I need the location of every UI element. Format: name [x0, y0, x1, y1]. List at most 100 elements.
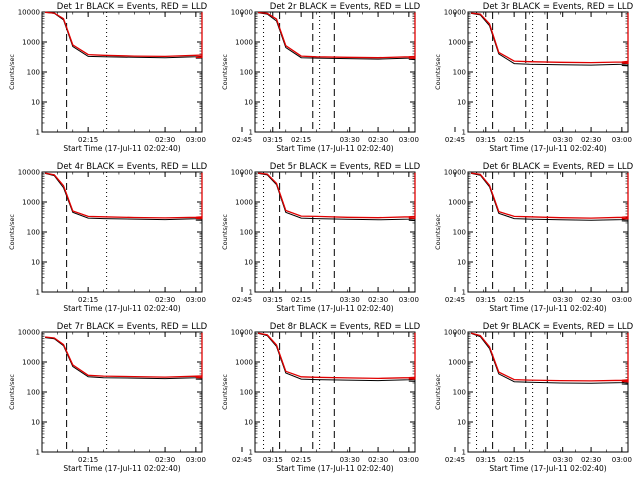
y-tick-label: 100: [453, 229, 466, 237]
x-tick-label: 03:15: [263, 456, 283, 464]
x-tick-label: 03:00: [186, 296, 206, 304]
y-tick-label: 10: [31, 259, 40, 267]
x-tick-label: 02:15: [504, 136, 524, 144]
x-tick-label: 02:15: [78, 456, 98, 464]
x-axis-label: Start Time (17-Jul-11 02:02:40): [276, 304, 393, 313]
x-axis-label: Start Time (17-Jul-11 02:02:40): [489, 144, 606, 153]
y-tick-label: 1: [249, 129, 253, 137]
x-tick-label: 02:45: [445, 296, 465, 304]
chart-panel: Det 4r BLACK = Events, RED = LLD11010010…: [8, 162, 360, 313]
lld-series-line: [258, 11, 416, 60]
x-tick-label: 02:15: [504, 296, 524, 304]
x-tick-label: 02:15: [291, 296, 311, 304]
y-axis-label: Counts/sec: [221, 54, 229, 90]
events-series-line: [258, 12, 416, 61]
x-tick-label: 03:00: [612, 456, 632, 464]
x-tick-label: 03:00: [399, 456, 419, 464]
y-tick-label: 100: [240, 69, 253, 77]
x-tick-label: 03:00: [399, 296, 419, 304]
x-tick-label: 03:15: [476, 456, 496, 464]
x-tick-label: 03:00: [186, 456, 206, 464]
x-tick-label: 03:30: [340, 296, 360, 304]
x-tick-label: 02:45: [232, 136, 252, 144]
x-tick-label: 02:30: [581, 136, 601, 144]
x-tick-label: 03:15: [263, 136, 283, 144]
lld-series-line: [44, 172, 203, 220]
y-tick-label: 1000: [235, 39, 253, 47]
x-tick-label: 02:15: [78, 136, 98, 144]
y-tick-label: 10: [457, 99, 466, 107]
x-tick-label: 02:30: [581, 456, 601, 464]
x-tick-label: 03:00: [399, 136, 419, 144]
x-tick-label: 02:45: [232, 456, 252, 464]
chart-title: Det 8r BLACK = Events, RED = LLD: [270, 322, 421, 332]
x-tick-label: 03:30: [340, 136, 360, 144]
chart-panel: Det 8r BLACK = Events, RED = LLD11010010…: [221, 322, 573, 473]
y-tick-label: 1000: [235, 199, 253, 207]
x-tick-label: 02:30: [368, 296, 388, 304]
x-axis-label: Start Time (17-Jul-11 02:02:40): [63, 464, 180, 473]
y-tick-label: 1000: [235, 359, 253, 367]
chart-panel: Det 2r BLACK = Events, RED = LLD11010010…: [221, 2, 573, 153]
x-tick-label: 03:15: [476, 136, 496, 144]
chart-title: Det 1r BLACK = Events, RED = LLD: [57, 2, 208, 12]
y-tick-label: 10000: [18, 169, 40, 177]
y-axis-label: Counts/sec: [221, 214, 229, 250]
lld-series-line: [471, 12, 629, 64]
y-tick-label: 10000: [231, 9, 253, 17]
x-axis-label: Start Time (17-Jul-11 02:02:40): [276, 144, 393, 153]
plot-frame: [254, 331, 416, 453]
y-axis-label: Counts/sec: [8, 374, 16, 410]
x-tick-label: 03:30: [553, 456, 573, 464]
y-tick-label: 10: [244, 99, 253, 107]
y-axis-label: Counts/sec: [434, 54, 442, 90]
chart-panel: Det 9r BLACK = Events, RED = LLD 1 10 100 10…: [434, 322, 634, 473]
y-tick-label: 100: [27, 389, 40, 397]
events-series-line: [471, 172, 629, 222]
x-tick-label: 02:30: [155, 456, 175, 464]
y-tick-label: 1: [36, 129, 40, 137]
x-tick-label: 02:45: [232, 296, 252, 304]
y-axis-label: Counts/sec: [221, 374, 229, 410]
x-axis-label: Start Time (17-Jul-11 02:02:40): [276, 464, 393, 473]
y-tick-label: 10000: [444, 329, 466, 337]
y-tick-label: 10: [457, 419, 466, 427]
y-tick-label: 100: [240, 229, 253, 237]
y-tick-label: 10000: [18, 329, 40, 337]
y-axis-label: Counts/sec: [8, 214, 16, 250]
y-tick-label: 1: [462, 129, 466, 137]
y-tick-label: 1: [249, 449, 253, 457]
y-tick-label: 10: [31, 99, 40, 107]
plot-frame: [41, 11, 203, 133]
plot-frame: [467, 331, 629, 453]
y-tick-label: 100: [27, 229, 40, 237]
x-tick-label: 03:15: [476, 296, 496, 304]
y-axis-label: Counts/sec: [434, 214, 442, 250]
y-tick-label: 100: [453, 69, 466, 77]
chart-title: Det 6r BLACK = Events, RED = LLD: [483, 162, 634, 172]
chart-title: Det 2r BLACK = Events, RED = LLD: [270, 2, 421, 12]
y-tick-label: 10: [244, 259, 253, 267]
y-tick-label: 10: [31, 419, 40, 427]
lld-series-line: [471, 172, 629, 220]
events-series-line: [44, 172, 203, 222]
lld-series-line: [45, 332, 203, 379]
y-tick-label: 10000: [18, 9, 40, 17]
y-tick-label: 1000: [448, 359, 466, 367]
y-tick-label: 1000: [22, 199, 40, 207]
y-tick-label: 10000: [444, 9, 466, 17]
y-tick-label: 1000: [22, 359, 40, 367]
x-tick-label: 02:30: [368, 136, 388, 144]
chart-panel: Det 7r BLACK = Events, RED = LLD 1 10 100 10…: [8, 322, 360, 473]
lld-series-line: [45, 11, 203, 59]
chart-title: Det 7r BLACK = Events, RED = LLD: [57, 322, 208, 332]
y-tick-label: 10000: [231, 329, 253, 337]
x-tick-label: 03:00: [612, 296, 632, 304]
x-tick-label: 02:30: [155, 296, 175, 304]
chart-panel: Det 6r BLACK = Events, RED = LLD 1 10 100 10…: [434, 162, 634, 313]
x-tick-label: 02:30: [368, 456, 388, 464]
y-axis-label: Counts/sec: [8, 54, 16, 90]
y-tick-label: 10000: [444, 169, 466, 177]
y-tick-label: 10: [457, 259, 466, 267]
